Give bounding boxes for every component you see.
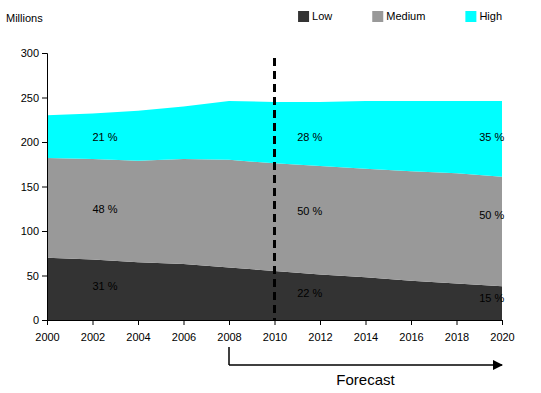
annotation: 35 % [479, 131, 504, 143]
tick-mark [47, 320, 48, 325]
annotation: 31 % [93, 280, 118, 292]
tick-mark [42, 187, 47, 188]
tick: 2012 [308, 320, 332, 343]
tick-label: 0 [33, 314, 39, 326]
tick-mark [411, 320, 412, 325]
legend-label: Low [312, 10, 332, 22]
legend-item: Medium [372, 10, 425, 22]
annotation: 50 % [479, 209, 504, 221]
annotation: 21 % [93, 131, 118, 143]
annotation: 50 % [297, 205, 322, 217]
tick-mark [42, 231, 47, 232]
tick-label: 2016 [399, 331, 423, 343]
tick: 2008 [217, 320, 241, 343]
tick-label: 2010 [263, 331, 287, 343]
chart: 0501001502002503002000200220042006200820… [0, 0, 541, 393]
tick-label: 300 [21, 47, 39, 59]
tick-mark [502, 320, 503, 325]
legend-label: Medium [386, 10, 425, 22]
tick-mark [138, 320, 139, 325]
plot: 0501001502002503002000200220042006200820… [21, 47, 515, 388]
legend: Low Medium High [298, 10, 502, 22]
tick: 100 [21, 225, 47, 237]
tick-mark [42, 98, 47, 99]
tick: 250 [21, 92, 47, 104]
tick-label: 2006 [172, 331, 196, 343]
tick-label: 100 [21, 225, 39, 237]
tick-label: 2002 [81, 331, 105, 343]
legend-swatch [465, 11, 476, 22]
y-axis-title: Millions [6, 12, 43, 24]
tick: 50 [27, 270, 47, 282]
tick: 2016 [399, 320, 423, 343]
tick-label: 2018 [445, 331, 469, 343]
tick-mark [42, 142, 47, 143]
tick: 2006 [172, 320, 196, 343]
tick-mark [320, 320, 321, 325]
tick: 150 [21, 181, 47, 193]
tick-label: 250 [21, 92, 39, 104]
annotation: 15 % [479, 292, 504, 304]
tick-mark [42, 320, 47, 321]
tick: 2004 [126, 320, 150, 343]
tick-mark [229, 320, 230, 325]
legend-swatch [298, 11, 309, 22]
forecast-label: Forecast [336, 371, 395, 388]
tick: 2000 [35, 320, 59, 343]
tick-label: 2004 [126, 331, 150, 343]
tick-mark [457, 320, 458, 325]
y-axis: 0 50 100 150 200 250 300 [21, 47, 48, 326]
tick-label: 150 [21, 181, 39, 193]
tick: 2014 [354, 320, 378, 343]
divider [273, 58, 276, 320]
tick: 0 [33, 314, 47, 326]
tick: 2002 [81, 320, 105, 343]
legend-label: High [479, 10, 502, 22]
legend-item: Low [298, 10, 332, 22]
x-axis: 2000 2002 2004 2006 2008 2010 2012 2014 2016 2018… [35, 320, 514, 343]
tick-label: 2008 [217, 331, 241, 343]
tick-mark [275, 320, 276, 325]
tick-mark [366, 320, 367, 325]
forecast-arrow [229, 364, 502, 366]
tick: 2010 [263, 320, 287, 343]
tick-label: 2020 [490, 331, 514, 343]
tick: 2020 [490, 320, 514, 343]
tick-label: 2012 [308, 331, 332, 343]
axis-line [42, 54, 48, 321]
axis-line [48, 321, 503, 326]
tick-label: 200 [21, 136, 39, 148]
legend-item: High [465, 10, 502, 22]
marks [47, 58, 502, 320]
annotation: 48 % [93, 203, 118, 215]
annotation: 22 % [297, 287, 322, 299]
tick-mark [42, 53, 47, 54]
tick-label: 2000 [35, 331, 59, 343]
annotation: 28 % [297, 131, 322, 143]
tick-mark [184, 320, 185, 325]
tick-mark [42, 276, 47, 277]
tick: 300 [21, 47, 47, 59]
forecast: Forecast [229, 347, 502, 388]
tick: 200 [21, 136, 47, 148]
tick: 2018 [445, 320, 469, 343]
forecast-start [228, 347, 230, 365]
legend-swatch [372, 11, 383, 22]
tick-mark [93, 320, 94, 325]
tick-label: 50 [27, 270, 39, 282]
tick-label: 2014 [354, 331, 378, 343]
